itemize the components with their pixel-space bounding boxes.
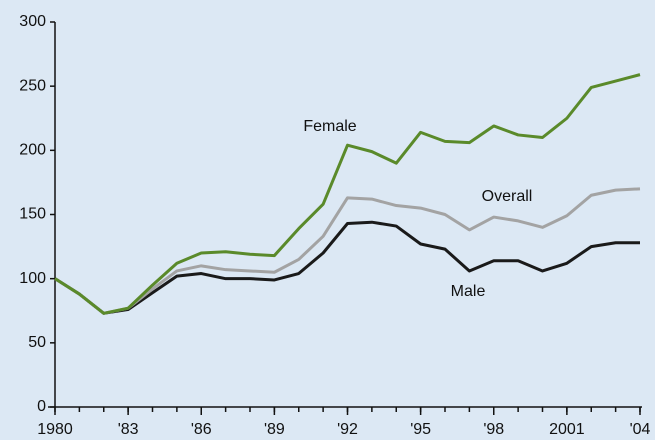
y-tick-label: 200 <box>19 142 46 159</box>
y-tick-label: 300 <box>19 13 46 30</box>
x-tick-label: 1980 <box>37 421 73 438</box>
x-tick-label: 2001 <box>549 421 585 438</box>
series-label: Male <box>451 283 486 300</box>
x-tick-label: '95 <box>410 421 431 438</box>
series-line <box>54 220 640 315</box>
y-tick-label: 0 <box>37 398 46 415</box>
x-tick-label: '83 <box>118 421 139 438</box>
series-line <box>54 73 641 315</box>
y-tick-label: 50 <box>28 334 46 351</box>
x-tick-label: '98 <box>483 421 504 438</box>
series-label: Overall <box>482 188 533 205</box>
x-tick-label: '86 <box>191 421 212 438</box>
y-tick-label: 250 <box>19 77 46 94</box>
y-tick-label: 150 <box>19 206 46 223</box>
x-tick-label: '04 <box>630 421 651 438</box>
x-tick-label: '92 <box>337 421 358 438</box>
x-tick-label: '89 <box>264 421 285 438</box>
y-tick-label: 100 <box>19 270 46 287</box>
series-label: Female <box>303 118 356 135</box>
series-line <box>54 187 641 315</box>
